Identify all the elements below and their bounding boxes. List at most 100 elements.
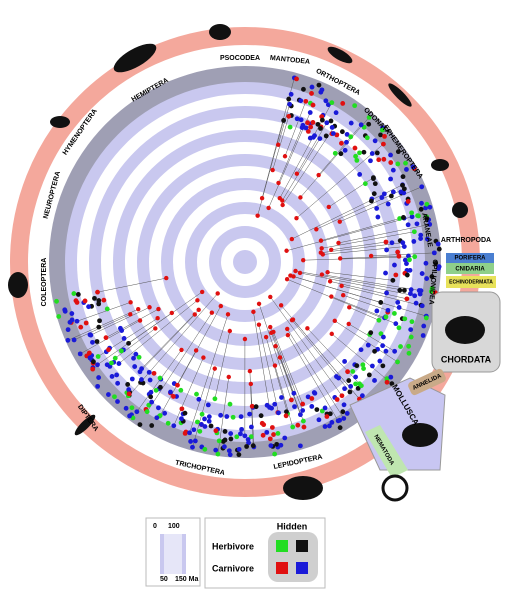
species-dot: [281, 118, 286, 123]
species-dot: [418, 292, 423, 297]
species-dot: [130, 405, 135, 410]
species-dot: [409, 335, 414, 340]
species-dot: [260, 421, 265, 426]
node-dot: [153, 326, 157, 330]
species-dot: [179, 406, 184, 411]
species-dot: [133, 352, 138, 357]
species-dot: [298, 443, 303, 448]
species-dot: [127, 391, 132, 396]
species-dot: [268, 436, 273, 441]
species-dot: [274, 442, 279, 447]
species-dot: [372, 378, 377, 383]
species-dot: [398, 344, 403, 349]
species-dot: [302, 425, 307, 430]
node-dot: [320, 272, 324, 276]
species-dot: [183, 411, 188, 416]
species-dot: [412, 229, 417, 234]
species-dot: [290, 425, 295, 430]
species-dot: [95, 290, 100, 295]
species-dot: [308, 110, 313, 115]
species-dot: [213, 448, 218, 453]
species-dot: [353, 154, 358, 159]
species-dot: [339, 141, 344, 146]
species-dot: [424, 276, 429, 281]
species-dot: [405, 273, 410, 278]
species-dot: [124, 406, 129, 411]
node-dot: [260, 196, 264, 200]
node-dot: [338, 219, 342, 223]
species-dot: [377, 359, 382, 364]
species-dot: [92, 296, 97, 301]
group-label: CNIDARIA: [455, 267, 485, 273]
species-dot: [389, 194, 394, 199]
species-dot: [371, 175, 376, 180]
species-dot: [408, 268, 413, 273]
species-dot: [118, 326, 123, 331]
species-dot: [231, 415, 236, 420]
clade-label: PSOCODEA: [220, 55, 260, 62]
species-dot: [254, 404, 259, 409]
node-dot: [284, 249, 288, 253]
node-dot: [333, 319, 337, 323]
species-dot: [419, 207, 424, 212]
species-dot: [329, 100, 334, 105]
species-dot: [193, 439, 198, 444]
species-dot: [218, 413, 223, 418]
node-dot: [251, 310, 255, 314]
species-dot: [224, 414, 229, 419]
species-dot: [168, 390, 173, 395]
species-dot: [391, 168, 396, 173]
species-dot: [166, 421, 171, 426]
species-dot: [350, 369, 355, 374]
node-dot: [328, 279, 332, 283]
species-dot: [376, 215, 381, 220]
species-dot: [154, 388, 159, 393]
species-dot: [213, 428, 218, 433]
node-dot: [273, 344, 277, 348]
node-dot: [280, 203, 284, 207]
species-dot: [412, 254, 417, 259]
snail-icon: [402, 423, 438, 447]
species-dot: [373, 138, 378, 143]
node-dot: [329, 248, 333, 252]
species-dot: [105, 362, 110, 367]
species-dot: [202, 447, 207, 452]
node-dot: [266, 206, 270, 210]
species-dot: [242, 433, 247, 438]
species-dot: [323, 98, 328, 103]
species-dot: [329, 119, 334, 124]
species-dot: [370, 364, 375, 369]
species-dot: [436, 242, 441, 247]
species-dot: [335, 397, 340, 402]
species-dot: [74, 298, 79, 303]
species-dot: [292, 404, 297, 409]
species-dot: [427, 205, 432, 210]
species-dot: [265, 403, 270, 408]
species-dot: [391, 190, 396, 195]
swatch: [296, 562, 308, 574]
species-dot: [279, 395, 284, 400]
species-dot: [380, 363, 385, 368]
species-dot: [416, 214, 421, 219]
species-dot: [56, 314, 61, 319]
group-label: CHORDATA: [441, 354, 492, 364]
node-dot: [279, 303, 283, 307]
species-dot: [340, 101, 345, 106]
species-dot: [127, 414, 132, 419]
species-dot: [268, 443, 273, 448]
species-dot: [409, 210, 414, 215]
species-dot: [272, 402, 277, 407]
node-dot: [255, 213, 259, 217]
species-dot: [131, 356, 136, 361]
node-dot: [270, 168, 274, 172]
species-dot: [68, 320, 73, 325]
node-dot: [179, 348, 183, 352]
species-dot: [96, 301, 101, 306]
legend-state: Carnivore: [212, 563, 254, 573]
species-dot: [390, 240, 395, 245]
species-dot: [345, 369, 350, 374]
species-dot: [370, 151, 375, 156]
species-dot: [106, 392, 111, 397]
species-dot: [372, 191, 377, 196]
